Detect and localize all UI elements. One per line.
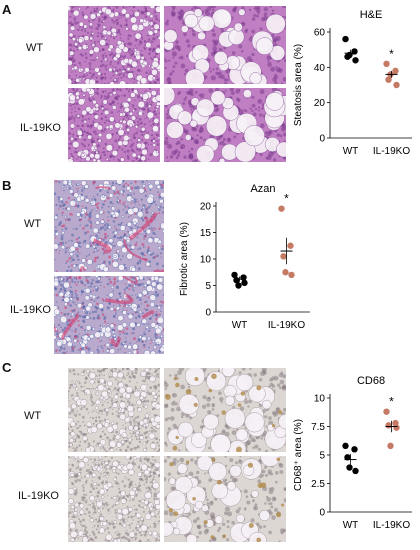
micrograph-a-ko-low [68, 88, 160, 162]
x-tick-label: IL-19KO [373, 520, 410, 531]
data-point [344, 454, 351, 461]
data-point [383, 408, 390, 415]
micrograph-b-wt [54, 180, 164, 272]
y-tick-label: 15 [200, 228, 212, 239]
y-tick-label: 5 [319, 451, 325, 462]
data-point [385, 76, 392, 83]
y-tick-label: 10 [200, 255, 212, 266]
data-point [351, 446, 358, 453]
y-tick-label: 5 [205, 281, 211, 292]
y-axis-label: CD68⁺ area (%) [293, 419, 304, 491]
y-tick-label: 40 [314, 63, 326, 74]
data-point [393, 424, 400, 431]
row-label-c-ko: IL-19KO [18, 490, 59, 502]
panel-letter-a: A [2, 2, 12, 17]
data-point [342, 35, 349, 43]
data-point [352, 467, 359, 475]
y-axis-label: Fibrotic area (%) [179, 222, 190, 296]
x-tick-label: WT [343, 146, 359, 157]
data-point [233, 277, 240, 284]
data-point [392, 67, 399, 75]
significance-mark: * [284, 192, 289, 206]
chart-azan: Azan Fibrotic area (%) 0 5 10 15 20 WT IL-19KO * [176, 180, 316, 340]
data-point [393, 81, 400, 89]
micrograph-c-ko-low [68, 456, 160, 542]
chart-title: CD68 [357, 375, 385, 387]
data-point [235, 282, 242, 289]
micrograph-c-wt-low [68, 368, 160, 452]
y-axis-label: Steatosis area (%) [293, 44, 304, 126]
micrograph-a-ko-high [164, 88, 286, 162]
data-point [385, 422, 392, 429]
data-point [280, 253, 287, 260]
data-point [342, 442, 349, 450]
y-tick-label: 60 [314, 28, 326, 39]
y-tick-label: 0 [319, 508, 325, 519]
data-point [387, 442, 394, 450]
x-tick-label: WT [232, 320, 248, 331]
micrograph-b-ko [54, 276, 164, 354]
data-point [231, 271, 238, 279]
chart-svg: Azan Fibrotic area (%) 0 5 10 15 20 WT IL-19KO * [179, 183, 310, 331]
y-tick-label: 20 [200, 202, 212, 213]
micrograph-a-wt-low [68, 6, 160, 84]
y-tick-label: 20 [314, 98, 326, 109]
row-label-b-wt: WT [24, 218, 42, 230]
x-tick-label: IL-19KO [268, 320, 305, 331]
y-tick-label: 2.5 [311, 479, 325, 490]
chart-he: H&E Steatosis area (%) 0 20 40 60 WT IL-19KO * [290, 6, 418, 166]
y-tick-label: 7.5 [311, 422, 325, 433]
x-tick-label: WT [343, 520, 359, 531]
panel-letter-c: C [2, 360, 12, 375]
panel-letter-b: B [2, 178, 12, 193]
data-point [346, 464, 353, 471]
data-point [241, 279, 248, 287]
row-label-a-ko: IL-19KO [20, 122, 61, 134]
y-tick-label: 10 [314, 394, 326, 405]
row-label-b-ko: IL-19KO [10, 304, 51, 316]
data-point [352, 57, 359, 64]
chart-cd68: CD68 CD68⁺ area (%) 0 2.5 5 7.5 10 WT IL-19KO * [290, 372, 418, 540]
data-point [383, 60, 390, 67]
x-tick-label: IL-19KO [373, 146, 410, 157]
data-point [282, 269, 289, 276]
micrograph-c-wt-high [164, 368, 286, 452]
chart-title: Azan [250, 183, 275, 195]
chart-title: H&E [360, 9, 383, 21]
data-point [287, 242, 294, 249]
data-point [288, 271, 295, 279]
chart-svg: CD68 CD68⁺ area (%) 0 2.5 5 7.5 10 WT IL-19KO * [293, 375, 412, 531]
significance-mark: * [389, 395, 394, 409]
data-point [240, 274, 247, 281]
data-point [278, 205, 285, 212]
significance-mark: * [389, 47, 394, 61]
row-label-c-wt: WT [24, 410, 42, 422]
y-tick-label: 0 [205, 308, 211, 319]
micrograph-a-wt-high [164, 6, 286, 84]
micrograph-c-ko-high [164, 456, 286, 542]
chart-svg: H&E Steatosis area (%) 0 20 40 60 WT IL-19KO * [293, 9, 412, 157]
row-label-a-wt: WT [26, 42, 44, 54]
y-tick-label: 0 [319, 134, 325, 145]
